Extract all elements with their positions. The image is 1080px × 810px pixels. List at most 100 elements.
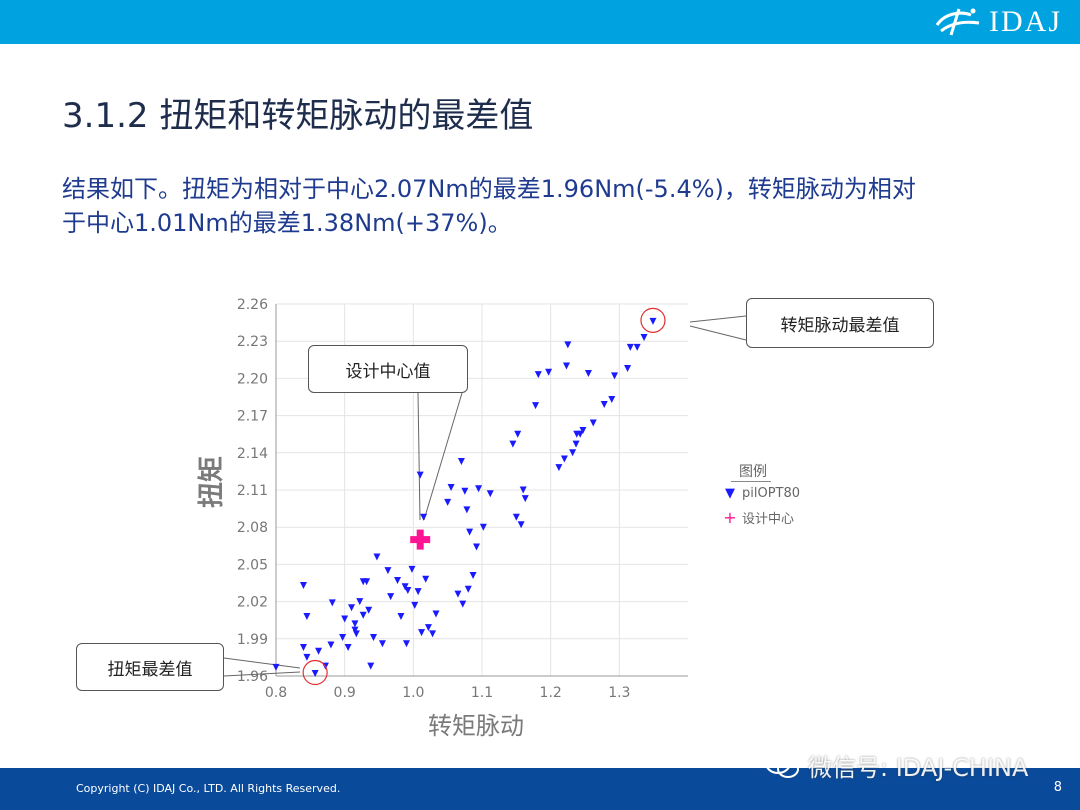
data-point [315, 647, 323, 655]
legend-divider [731, 481, 771, 482]
data-point [373, 553, 381, 561]
torque-worst-callout-label: 扭矩最差值 [107, 659, 193, 680]
data-point [402, 640, 410, 648]
data-point [459, 600, 467, 608]
x-tick-label: 1.2 [540, 685, 562, 701]
body-text: 结果如下。扭矩为相对于中心2.07Nm的最差1.96Nm(-5.4%)，转矩脉动… [62, 172, 1022, 240]
legend-item-center: + 设计中心 [722, 508, 794, 527]
data-point [564, 341, 572, 349]
design-center-pointer [423, 392, 463, 521]
data-point [572, 440, 580, 448]
y-axis-title: 扭矩 [197, 456, 227, 508]
y-tick-label: 2.02 [237, 595, 268, 611]
data-point [365, 606, 373, 614]
data-point [463, 506, 471, 514]
page-number: 8 [1053, 780, 1062, 795]
wechat-icon [765, 751, 799, 778]
data-point [363, 578, 371, 586]
data-point [640, 333, 648, 341]
design-center-pointer [417, 392, 421, 521]
ripple-worst-callout: 转矩脉动最差值 [746, 298, 934, 348]
data-point [517, 521, 525, 529]
data-point [611, 372, 619, 380]
data-point [299, 581, 307, 589]
data-point [387, 593, 395, 601]
body-line-2: 于中心1.01Nm的最差1.38Nm(+37%)。 [62, 209, 512, 237]
data-point [569, 449, 577, 457]
data-point [608, 395, 616, 403]
legend-item-series: ▼ pilOPT80 [722, 486, 800, 501]
data-point [418, 629, 426, 637]
data-point [454, 590, 462, 598]
data-point [589, 419, 597, 427]
legend-title: 图例 [739, 464, 767, 480]
torque-worst-pointer [223, 671, 301, 677]
data-point [339, 634, 347, 642]
data-point [397, 612, 405, 620]
ripple-worst-pointer [689, 315, 747, 323]
y-tick-label: 2.23 [237, 334, 268, 350]
y-tick-label: 2.05 [237, 557, 268, 573]
logo-text: IDAJ [989, 5, 1062, 38]
data-point [447, 484, 455, 492]
ripple-worst-pointer [689, 325, 747, 341]
x-axis-title: 转矩脉动 [428, 712, 524, 740]
x-tick-label: 1.0 [402, 685, 424, 701]
data-point [532, 402, 540, 410]
data-point [579, 426, 587, 434]
watermark-text: 微信号: IDAJ-CHINA [808, 754, 1029, 782]
y-tick-label: 2.14 [237, 446, 268, 462]
data-point [341, 615, 349, 623]
data-point [509, 440, 517, 448]
x-tick-label: 0.8 [265, 685, 287, 701]
page-title: 3.1.2 扭矩和转矩脉动的最差值 [62, 96, 534, 136]
wechat-watermark: 微信号: IDAJ-CHINA [764, 748, 1028, 783]
data-point [457, 457, 465, 465]
data-point [486, 490, 494, 498]
data-point [303, 653, 311, 661]
triangle-down-icon: ▼ [725, 486, 735, 501]
data-point [384, 567, 392, 575]
torque-worst-callout: 扭矩最差值 [76, 643, 224, 691]
data-point [344, 643, 352, 651]
data-point [416, 471, 424, 479]
data-point [560, 455, 568, 463]
data-point [327, 641, 335, 649]
data-point [461, 487, 469, 495]
data-point [404, 586, 412, 594]
x-tick-label: 1.1 [471, 685, 493, 701]
data-point [473, 543, 481, 551]
data-point [545, 368, 553, 376]
data-point [359, 611, 367, 619]
data-point [555, 464, 563, 472]
data-point [411, 601, 419, 609]
data-point [351, 626, 359, 634]
data-point [464, 585, 472, 593]
y-tick-label: 2.11 [237, 483, 268, 499]
data-point [534, 371, 542, 379]
y-tick-label: 1.96 [237, 669, 268, 685]
data-point [348, 604, 356, 612]
y-tick-label: 1.99 [237, 632, 268, 648]
body-line-1: 结果如下。扭矩为相对于中心2.07Nm的最差1.96Nm(-5.4%)，转矩脉动… [62, 175, 916, 203]
data-point [414, 588, 422, 596]
legend-center-label: 设计中心 [742, 512, 795, 527]
data-point [584, 369, 592, 377]
data-point [444, 498, 452, 506]
data-point [429, 630, 437, 638]
highlight-circle [640, 307, 666, 333]
y-tick-label: 2.17 [237, 409, 268, 425]
x-tick-label: 1.3 [608, 685, 630, 701]
data-point [519, 486, 527, 494]
data-point [311, 670, 319, 678]
data-point [479, 523, 487, 531]
data-point [649, 317, 657, 325]
data-point [328, 599, 336, 607]
plus-icon: + [723, 508, 737, 527]
data-point [576, 430, 584, 438]
ripple-worst-callout-label: 转矩脉动最差值 [780, 315, 900, 336]
x-tick-label: 0.9 [334, 685, 356, 701]
logo-swoosh-icon [935, 8, 980, 36]
y-tick-label: 2.26 [237, 297, 268, 313]
